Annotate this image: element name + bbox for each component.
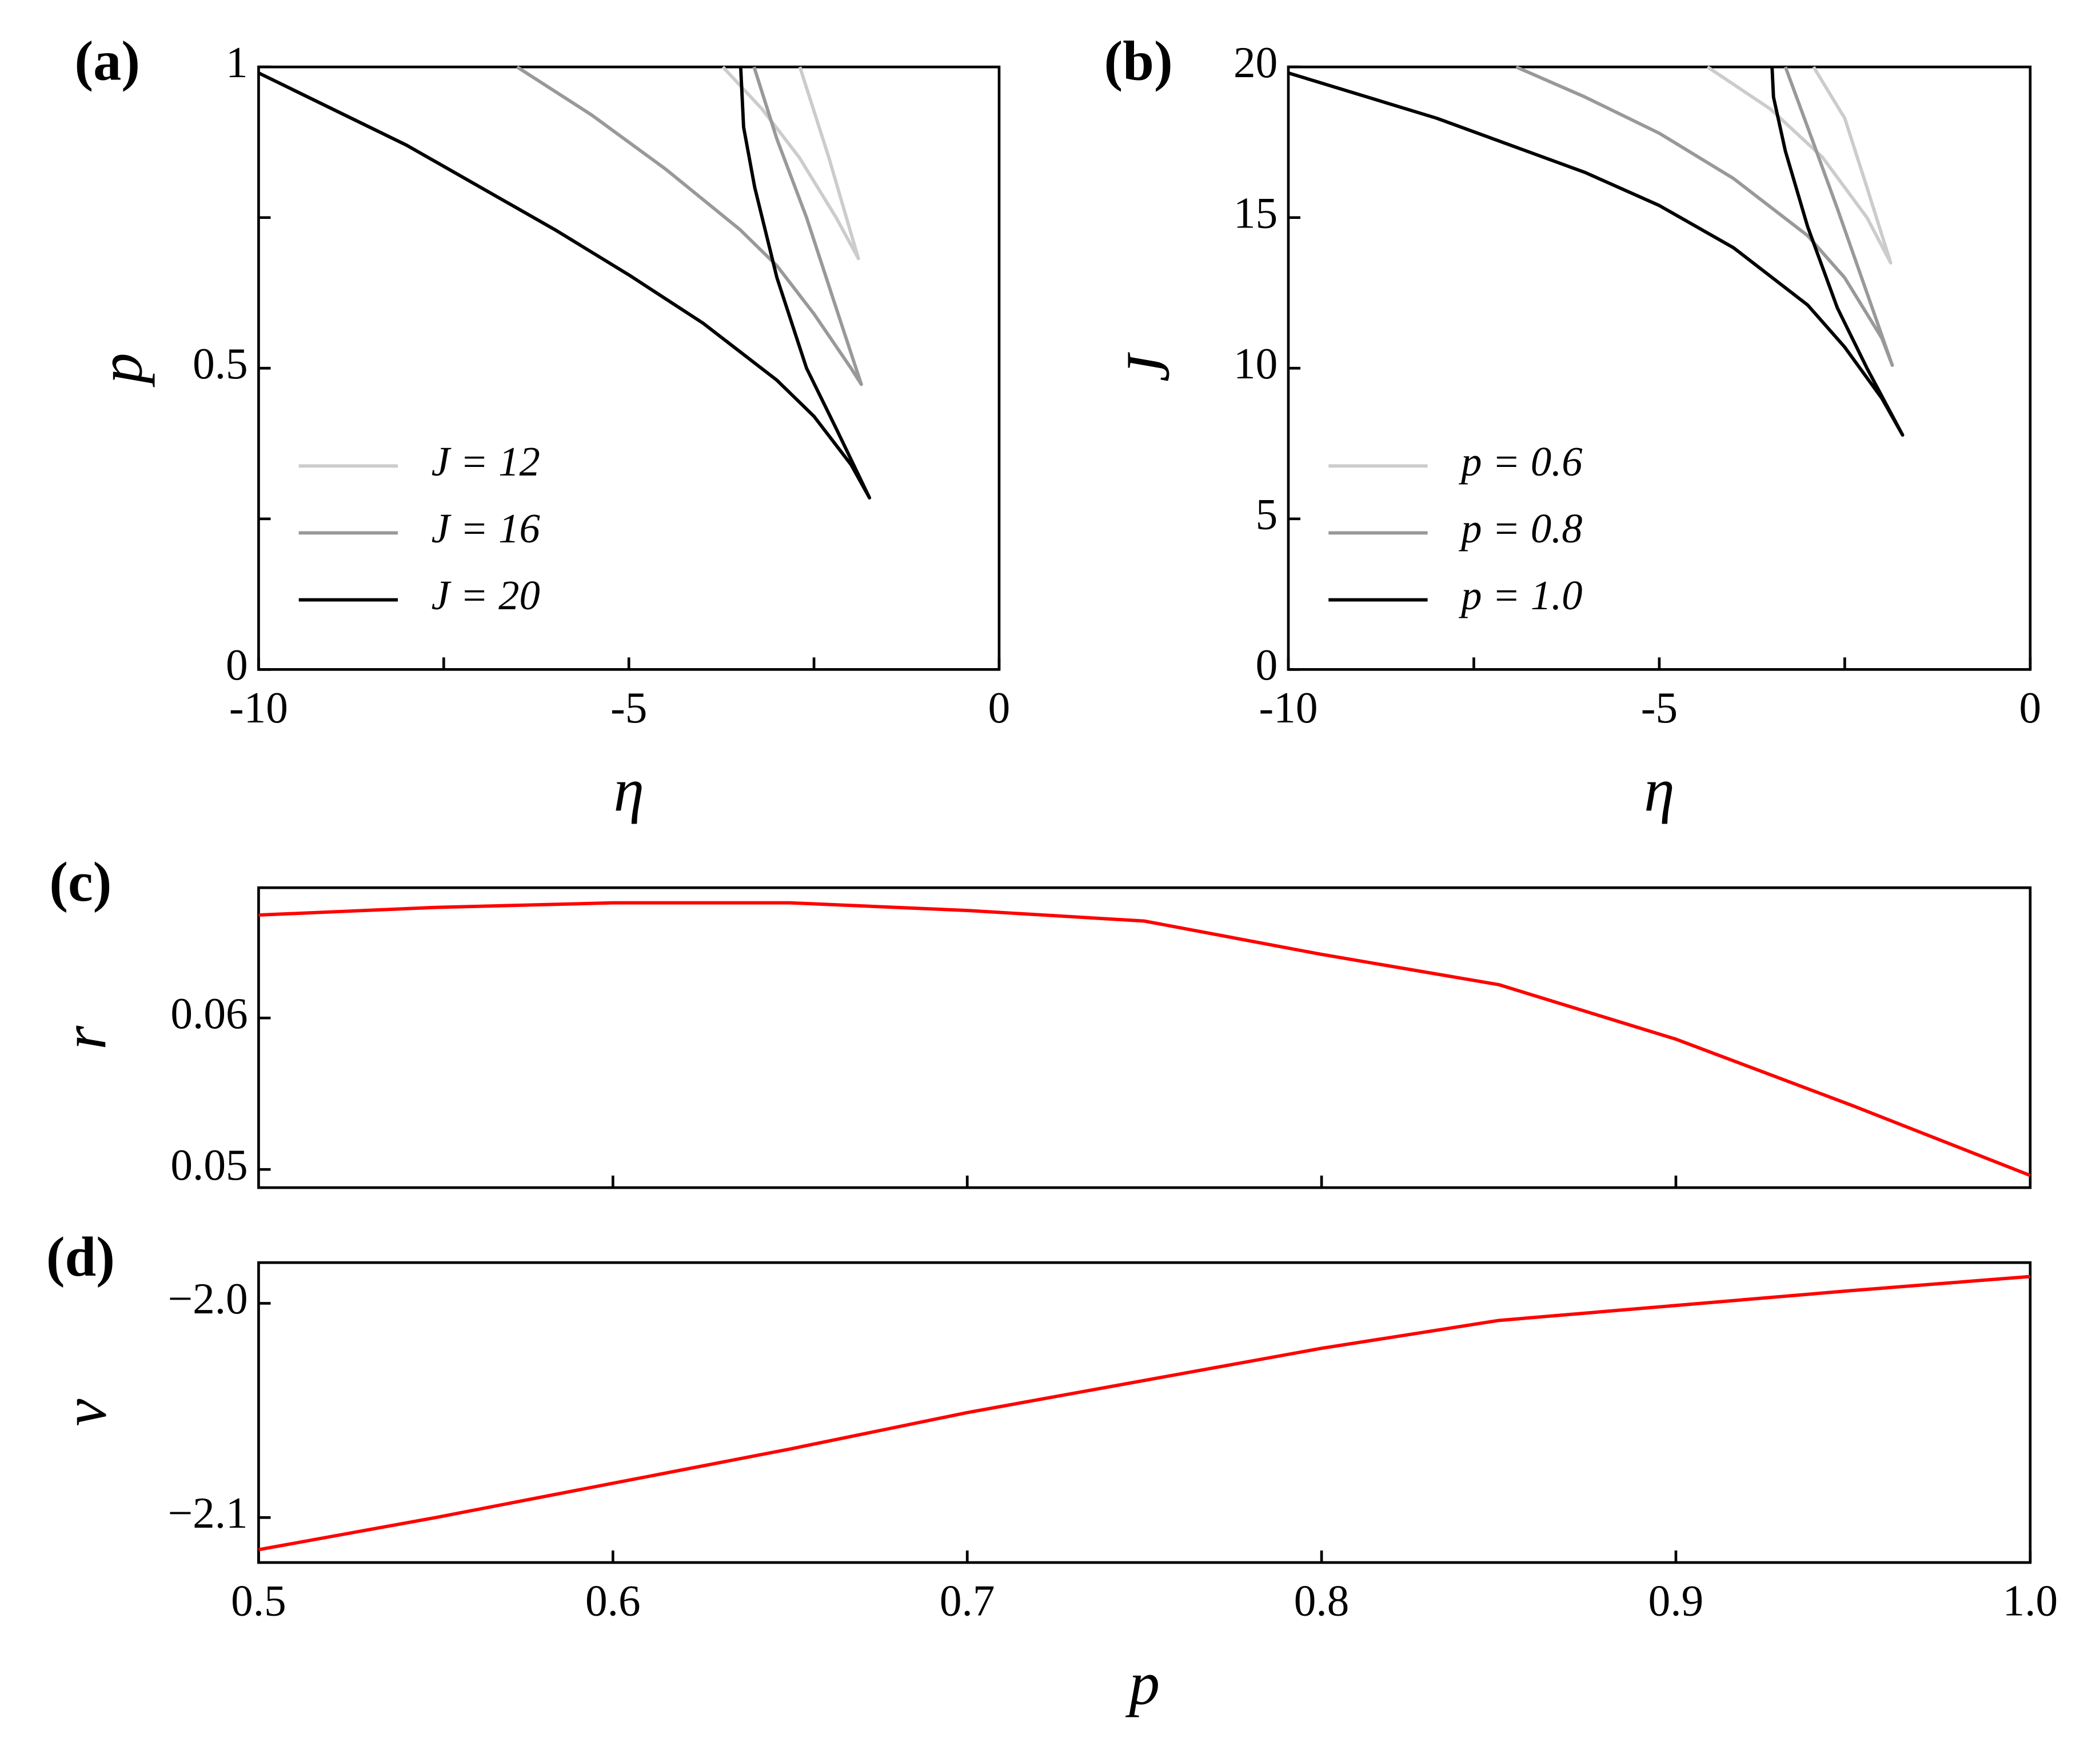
plot-frame [257,65,1001,671]
panel-label: (a) [74,30,140,93]
x-tick-label: 0.8 [1294,1576,1350,1625]
x-tick-label: 0 [2019,683,2042,732]
data-line [258,901,2031,1177]
x-tick-label: -10 [1259,683,1318,732]
y-tick-label: 20 [1233,38,1277,87]
legend-label: J = 16 [432,505,540,552]
plot-frame [257,1261,2032,1564]
legend-label: J = 20 [432,572,540,618]
plot-frame [257,886,2032,1189]
x-axis-label: η [1644,757,1674,825]
x-tick-label: -10 [229,683,288,732]
x-tick-label: 0.5 [231,1576,286,1625]
y-axis-label: v [51,1399,119,1427]
y-axis-label: p [87,353,155,387]
y-tick-label: 0 [1256,640,1278,689]
y-tick-label: 0.5 [193,339,248,388]
y-tick-label: −2.1 [167,1488,247,1537]
data-line [258,66,872,500]
x-tick-label: 0 [988,683,1011,732]
y-tick-label: 5 [1256,490,1278,539]
x-tick-label: 1.0 [2003,1576,2058,1625]
x-tick-label: -5 [1641,683,1678,732]
data-line [1706,65,1893,265]
legend-label: p = 0.8 [1458,505,1582,552]
x-tick-label: 0.7 [940,1576,995,1625]
y-tick-label: 0.06 [170,989,247,1038]
legend-label: J = 12 [432,438,540,485]
plot-frame [1287,65,2032,671]
x-tick-label: 0.6 [585,1576,641,1625]
data-line [1515,65,1894,367]
y-tick-label: 15 [1233,188,1277,237]
legend-label: p = 0.6 [1458,438,1582,485]
x-tick-label: -5 [610,683,647,732]
data-line [721,66,860,261]
y-tick-label: 10 [1233,339,1277,388]
y-tick-label: 0 [226,640,248,689]
data-line [1288,66,1905,437]
data-line [258,1274,2031,1552]
x-tick-label: 0.9 [1648,1576,1704,1625]
y-axis-label: r [51,1025,119,1050]
panel-label: (d) [46,1226,115,1288]
panel-label: (b) [1104,30,1173,93]
y-axis-label: J [1114,351,1182,382]
panel-label: (c) [49,851,111,913]
data-line [516,65,863,386]
legend-label: p = 1.0 [1458,572,1582,618]
x-axis-label: η [613,757,644,825]
y-tick-label: −2.0 [167,1274,247,1323]
x-axis-label: p [1125,1649,1160,1717]
y-tick-label: 0.05 [170,1140,247,1189]
y-tick-label: 1 [226,38,248,87]
